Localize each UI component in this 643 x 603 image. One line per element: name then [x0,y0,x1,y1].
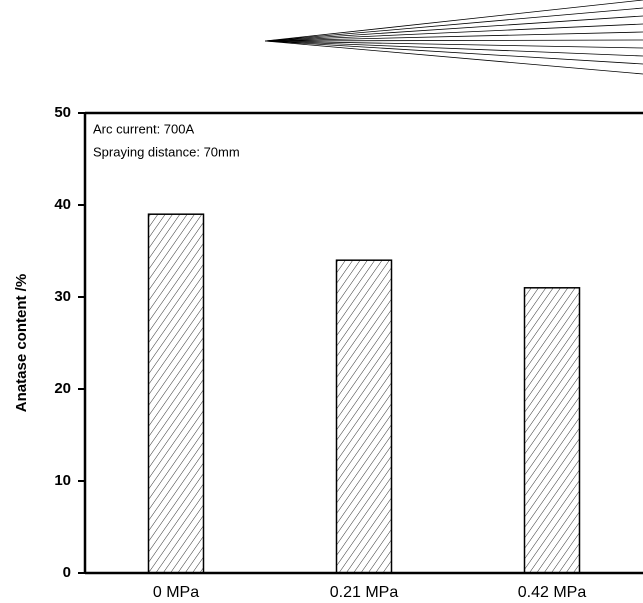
annotation: Arc current: 700A [93,121,194,136]
x-tick-label: 0.42 MPa [518,584,587,601]
y-tick-label: 50 [54,104,71,121]
x-tick-label: 0.21 MPa [330,584,399,601]
bar [147,213,205,574]
y-tick-label: 40 [54,196,71,213]
x-tick-label: 0 MPa [153,584,199,601]
y-tick-label: 20 [54,380,71,397]
y-axis-label: Anatase content /% [13,274,30,412]
y-tick-label: 10 [54,472,71,489]
bar [523,287,581,574]
y-tick-label: 30 [54,288,71,305]
y-tick-label: 0 [63,564,71,581]
decorative-fan [264,0,643,75]
bar [335,259,393,574]
annotation: Spraying distance: 70mm [93,144,240,159]
